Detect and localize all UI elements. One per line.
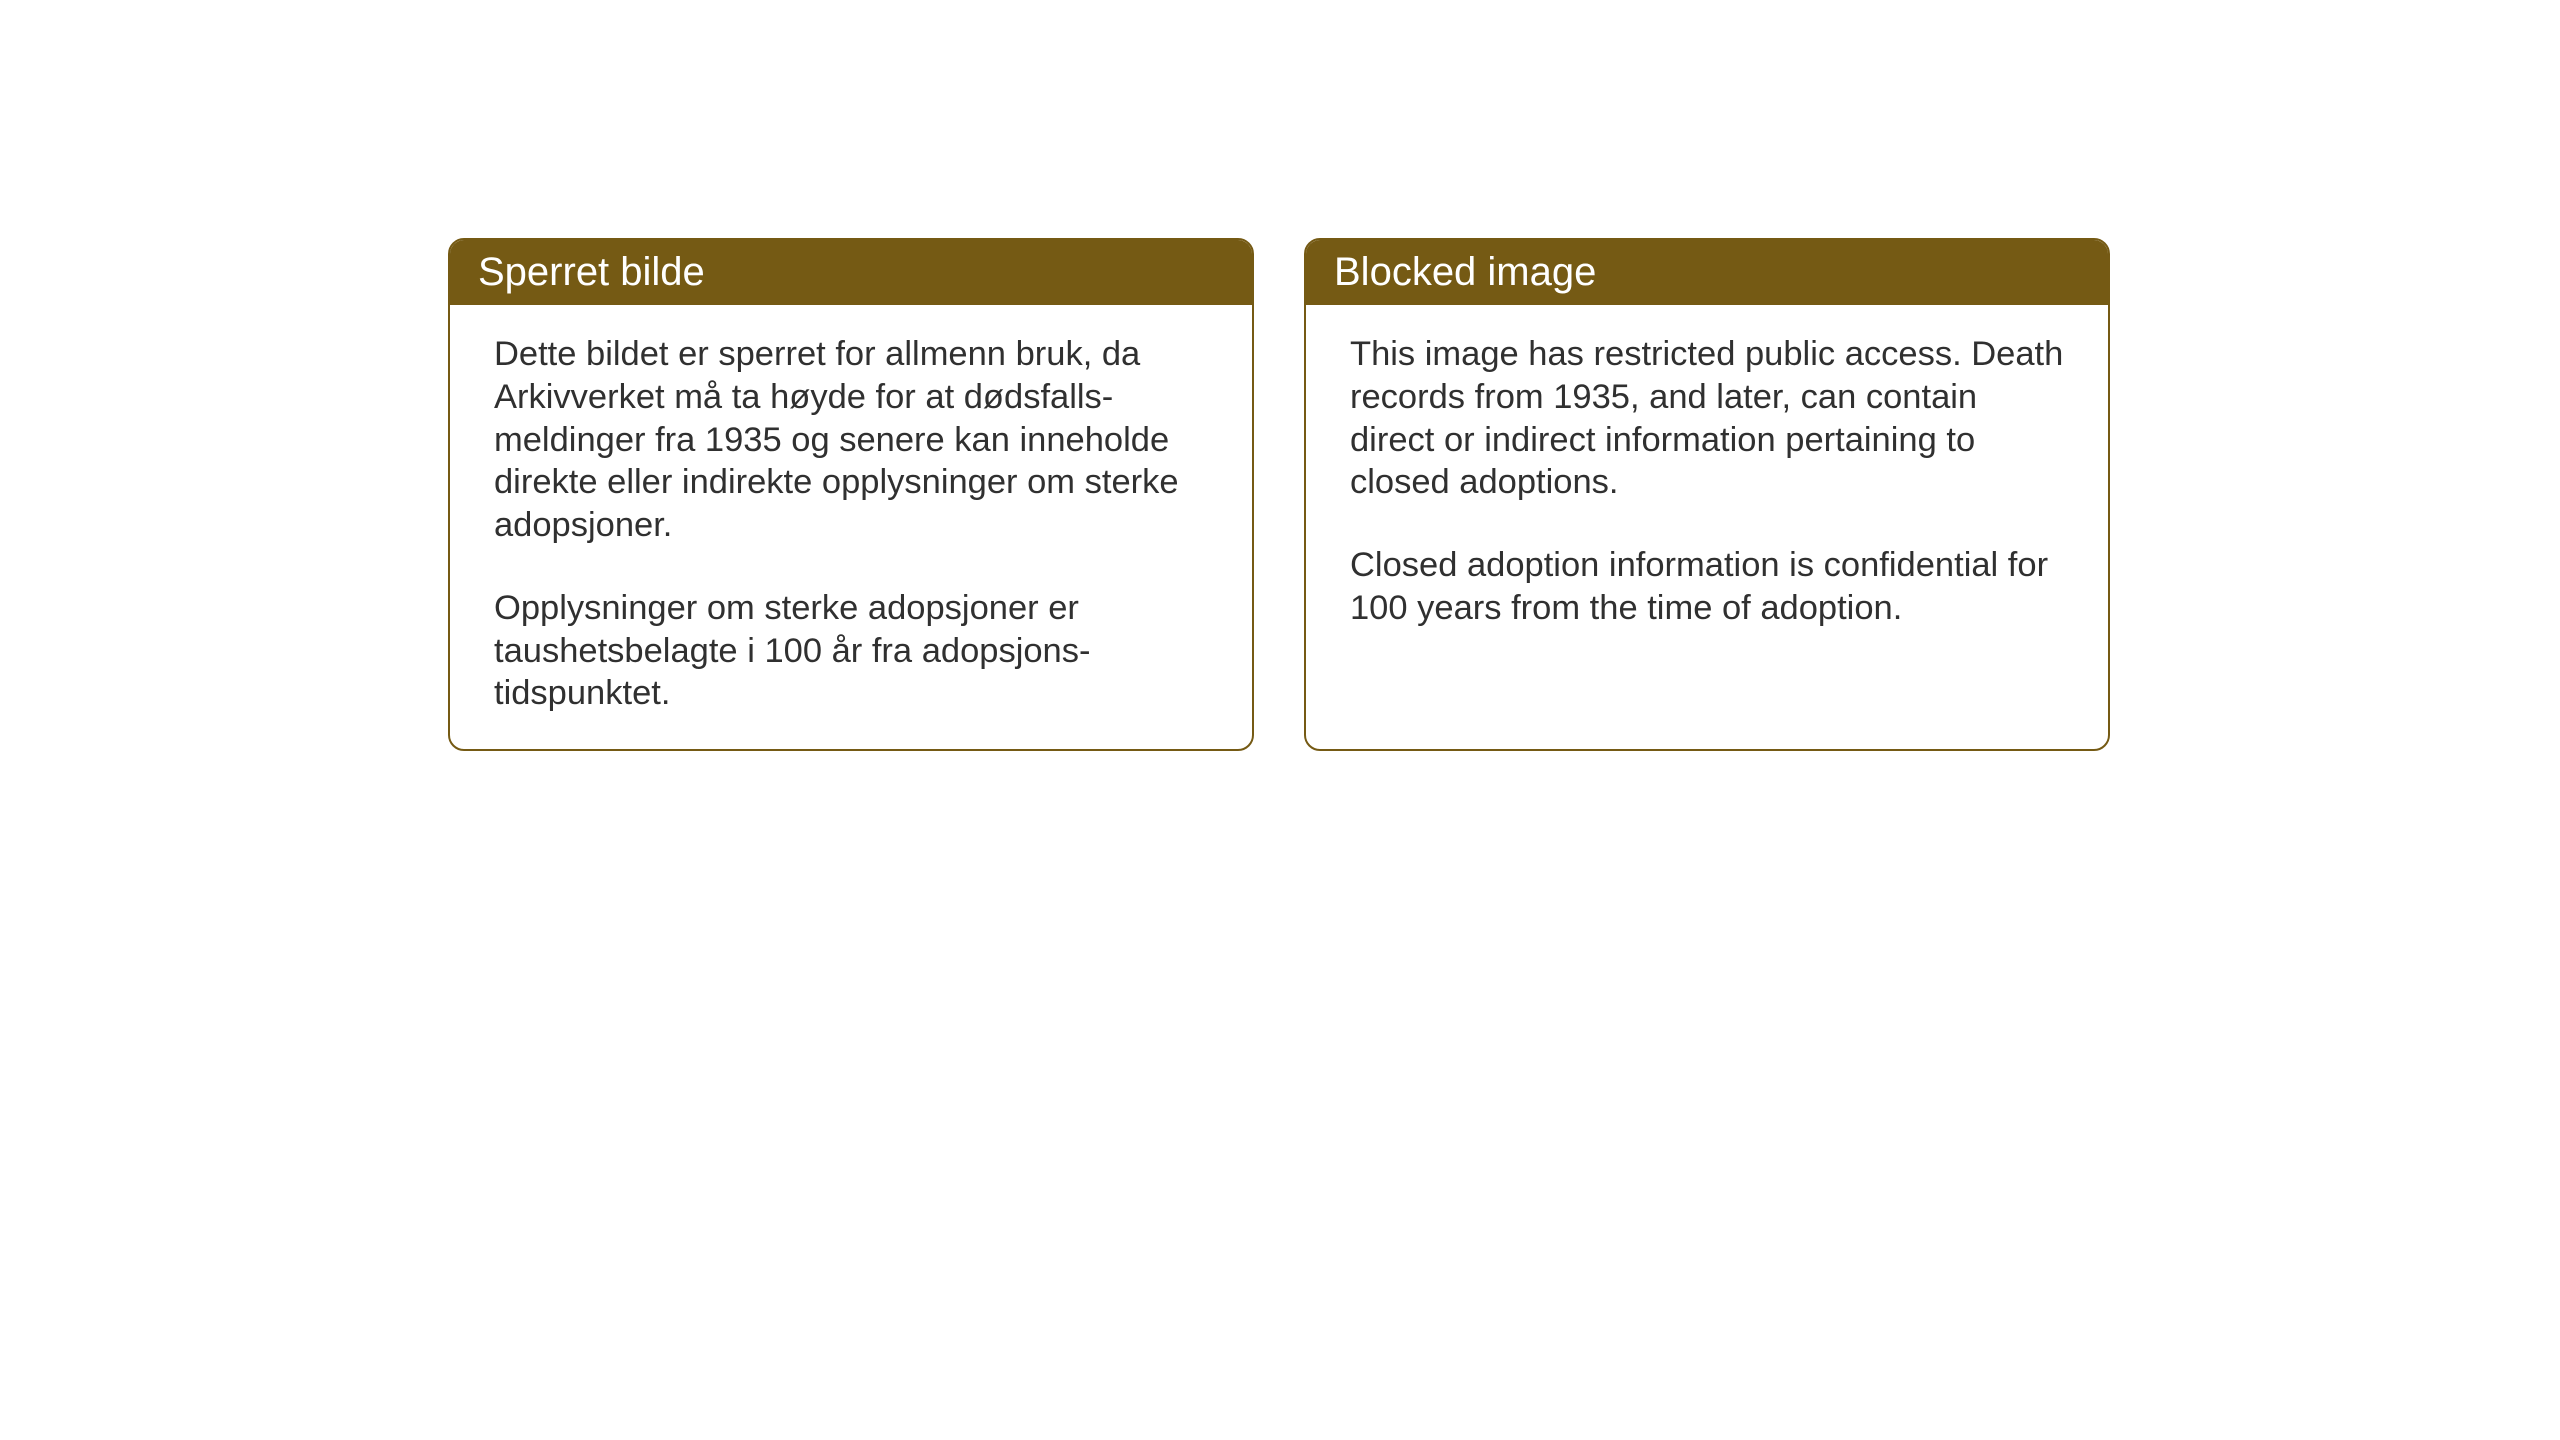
card-title-english: Blocked image <box>1334 250 1596 294</box>
card-body-english: This image has restricted public access.… <box>1306 305 2108 664</box>
card-paragraph-norwegian-1: Dette bildet er sperret for allmenn bruk… <box>494 333 1208 547</box>
card-paragraph-english-1: This image has restricted public access.… <box>1350 333 2064 504</box>
card-body-norwegian: Dette bildet er sperret for allmenn bruk… <box>450 305 1252 749</box>
card-paragraph-norwegian-2: Opplysninger om sterke adopsjoner er tau… <box>494 587 1208 715</box>
card-header-norwegian: Sperret bilde <box>450 240 1252 305</box>
card-title-norwegian: Sperret bilde <box>478 250 705 294</box>
card-english: Blocked image This image has restricted … <box>1304 238 2110 751</box>
card-paragraph-english-2: Closed adoption information is confident… <box>1350 544 2064 630</box>
card-norwegian: Sperret bilde Dette bildet er sperret fo… <box>448 238 1254 751</box>
cards-container: Sperret bilde Dette bildet er sperret fo… <box>0 0 2560 751</box>
card-header-english: Blocked image <box>1306 240 2108 305</box>
